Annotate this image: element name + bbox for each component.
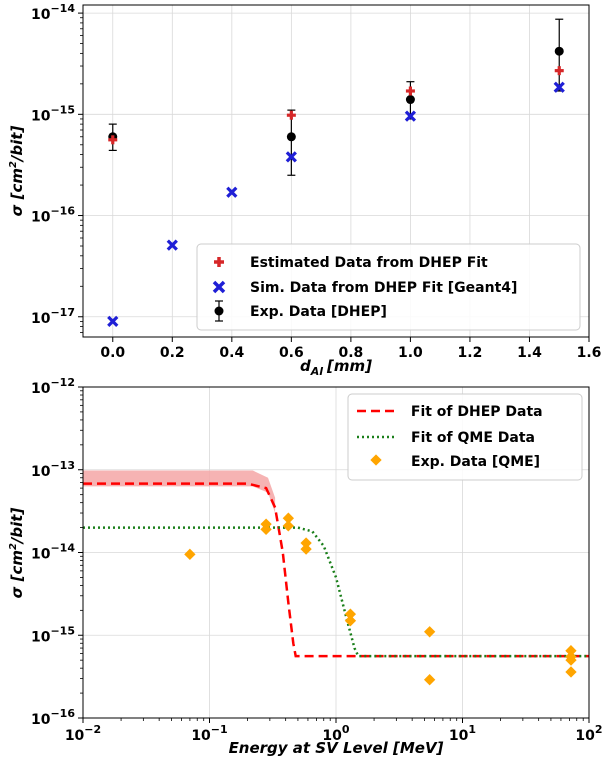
- dhep-estimated-point: [405, 86, 415, 96]
- bottom-panel: 10−2 10−1 100 101 102 10−1610−1510−1410−1310…: [8, 376, 603, 757]
- top-y-tick-label: 10−16: [31, 205, 75, 226]
- bottom-x-tick-label: 10−1: [191, 723, 227, 744]
- legend-label-exp-dhep: Exp. Data [DHEP]: [250, 304, 387, 320]
- top-y-ticks: 10−17 10−16 10−15 10−14: [31, 2, 83, 333]
- qme-exp-point: [565, 654, 577, 666]
- top-y-tick-label: 10−17: [31, 306, 75, 327]
- geant4-sim-point: [166, 239, 178, 251]
- top-y-tick-label: 10−14: [31, 2, 75, 23]
- dhep-fit-curve: [83, 482, 589, 658]
- legend-label-qme-fit: Fit of QME Data: [411, 430, 535, 446]
- qme-exp-point: [300, 543, 312, 555]
- top-plot-area: [107, 18, 565, 328]
- bottom-x-axis-label: Energy at SV Level [MeV]: [229, 739, 444, 757]
- dhep-estimated-point: [108, 135, 118, 145]
- legend-marker-exp-dhep: [214, 300, 224, 322]
- legend-label-dhep-fit: Fit of DHEP Data: [406, 404, 543, 420]
- dhep-exp-point: [286, 109, 296, 176]
- top-x-tick-label: 1.4: [517, 345, 542, 361]
- qme-exp-point: [423, 674, 436, 686]
- bottom-x-tick-label: 101: [449, 723, 476, 744]
- qme-exp-point: [282, 520, 294, 532]
- bottom-y-tick-label: 10−14: [31, 542, 75, 563]
- dhep-exp-point: [554, 18, 564, 92]
- qme-exp-point: [282, 512, 295, 524]
- geant4-sim-point: [404, 110, 417, 122]
- top-x-axis-label: dAl [mm]: [300, 357, 372, 378]
- qme-exp-point: [344, 608, 357, 620]
- top-x-tick-label: 0.8: [338, 345, 363, 361]
- qme-fit-curve: [83, 526, 589, 658]
- bottom-y-tick-label: 10−15: [31, 624, 75, 645]
- bottom-y-tick-label: 10−13: [31, 459, 75, 480]
- bottom-x-tick-label: 100: [322, 723, 349, 744]
- bottom-plot-area: [83, 470, 589, 686]
- top-y-axis-label: σ [cm2/bit]: [8, 126, 26, 217]
- geant4-sim-point: [553, 81, 565, 93]
- top-panel: 0.0 0.2 0.4 0.6 0.8 1.0 1.2 1.4 1.6 10−1710−1610…: [8, 2, 601, 378]
- qme-exp-point: [184, 548, 196, 560]
- geant4-sim-point: [226, 186, 238, 198]
- top-legend: Estimated Data from DHEP Fit Sim. Data f…: [196, 243, 581, 331]
- bottom-x-ticks: 10−2 10−1 100 101 102: [65, 718, 603, 744]
- bottom-y-axis-label: σ [cm2/bit]: [8, 508, 26, 599]
- bottom-y-ticks: 10−16 10−15 10−14 10−13 10−12: [31, 376, 83, 728]
- qme-exp-point: [344, 615, 357, 627]
- bottom-legend-box: [347, 393, 583, 481]
- bottom-x-tick-label: 10−2: [65, 723, 101, 744]
- qme-exp-point: [565, 666, 577, 678]
- top-x-tick-label: 0.4: [219, 345, 244, 361]
- legend-marker-simulated: [212, 280, 226, 294]
- dhep-fit-uncertainty-band: [83, 470, 276, 513]
- qme-exp-point: [423, 626, 436, 638]
- top-x-tick-label: 1.0: [398, 345, 423, 361]
- legend-label-simulated: Sim. Data from DHEP Fit [Geant4]: [250, 280, 517, 296]
- bottom-legend: Fit of DHEP Data Fit of QME Data Exp. Da…: [347, 393, 583, 481]
- top-x-tick-label: 1.2: [458, 345, 483, 361]
- top-x-tick-label: 0.2: [160, 345, 185, 361]
- top-x-tick-label: 0.0: [100, 345, 125, 361]
- bottom-y-tick-label: 10−16: [31, 707, 75, 728]
- top-axes-frame: [82, 4, 590, 338]
- bottom-x-tick-label: 102: [575, 723, 602, 744]
- qme-exp-point: [300, 537, 312, 549]
- top-x-tick-label: 0.6: [279, 345, 304, 361]
- dhep-estimated-point: [286, 110, 296, 120]
- top-legend-box: [196, 243, 581, 331]
- legend-marker-estimated: [214, 257, 224, 267]
- legend-label-qme-exp: Exp. Data [QME]: [411, 454, 540, 470]
- top-x-tick-label: 1.6: [577, 345, 602, 361]
- legend-marker-qme-exp: [370, 454, 382, 466]
- top-x-ticks: 0.0 0.2 0.4 0.6 0.8 1.0 1.2 1.4 1.6: [100, 337, 601, 361]
- dhep-estimated-point: [554, 66, 564, 76]
- geant4-sim-point: [285, 151, 297, 163]
- legend-label-estimated: Estimated Data from DHEP Fit: [250, 255, 488, 271]
- bottom-y-tick-label: 10−12: [31, 376, 75, 397]
- geant4-sim-point: [107, 315, 119, 328]
- top-y-tick-label: 10−15: [31, 103, 75, 124]
